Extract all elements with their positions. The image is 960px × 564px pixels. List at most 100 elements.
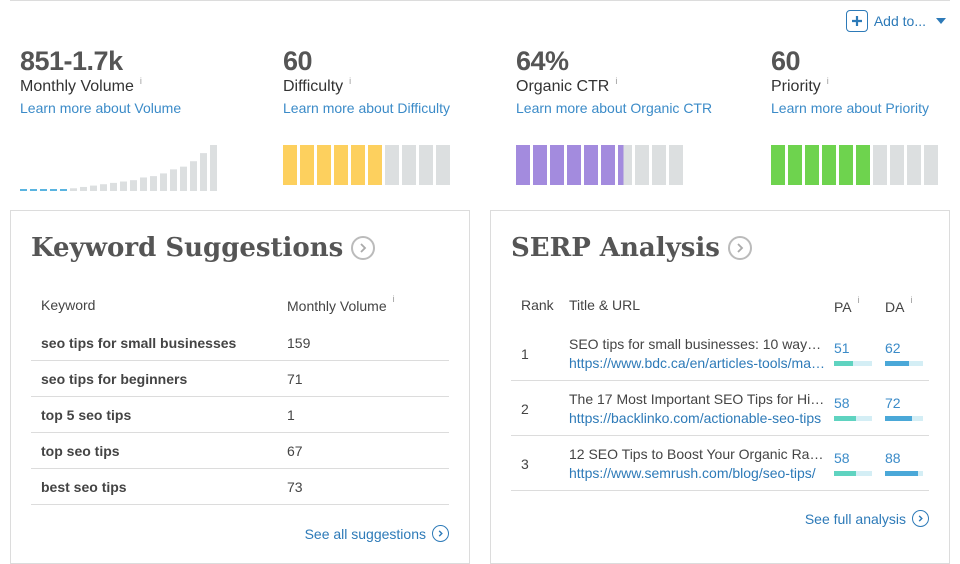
volume-cell: 159 <box>287 335 311 351</box>
score-segment <box>368 145 382 185</box>
score-segment <box>635 145 649 185</box>
volume-bar <box>80 186 87 191</box>
score-segment <box>771 145 785 185</box>
card-title-text: Keyword Suggestions <box>31 233 344 263</box>
result-url-link[interactable]: https://www.bdc.ca/en/articles-tools/mar… <box>569 355 825 371</box>
info-icon[interactable]: i <box>615 76 618 86</box>
table-row[interactable]: best seo tips 73 <box>31 469 449 505</box>
see-all-suggestions-link[interactable]: See all suggestions <box>305 525 449 542</box>
metric-difficulty: 60 Difficulty i Learn more about Difficul… <box>283 44 450 116</box>
see-full-analysis-link[interactable]: See full analysis <box>805 510 929 527</box>
table-row[interactable]: top 5 seo tips 1 <box>31 397 449 433</box>
volume-bar <box>30 189 37 191</box>
chevron-right-icon <box>432 525 449 542</box>
da-bar <box>885 416 923 421</box>
score-segment <box>283 145 297 185</box>
top-divider <box>10 0 950 1</box>
keyword-suggestions-title: Keyword Suggestions <box>31 233 376 263</box>
result-url-link[interactable]: https://backlinko.com/actionable-seo-tip… <box>569 410 822 426</box>
pa-value: 58 <box>834 450 850 466</box>
score-segment <box>669 145 683 185</box>
learn-more-ctr-link[interactable]: Learn more about Organic CTR <box>516 100 713 116</box>
volume-bar <box>210 145 217 191</box>
da-bar <box>885 361 923 366</box>
volume-bar <box>170 169 177 191</box>
metric-value: 64% <box>516 46 569 76</box>
score-segment <box>907 145 921 185</box>
table-row[interactable]: top seo tips 67 <box>31 433 449 469</box>
add-to-button[interactable]: Add to... <box>845 10 946 32</box>
info-icon[interactable]: i <box>826 76 829 86</box>
da-value: 72 <box>885 395 901 411</box>
see-full-label: See full analysis <box>804 510 906 527</box>
pa-bar-fill <box>834 471 857 476</box>
result-title: The 17 Most Important SEO Tips for Highe… <box>569 391 825 407</box>
score-segment <box>822 145 836 185</box>
volume-bar <box>190 161 197 191</box>
col-header-pa: PA i <box>834 295 860 315</box>
score-segment <box>567 145 581 185</box>
chevron-right-icon[interactable] <box>727 236 752 260</box>
info-icon[interactable]: i <box>349 76 352 86</box>
info-icon[interactable]: i <box>392 294 395 304</box>
score-segment <box>436 145 450 185</box>
keyword-cell[interactable]: top 5 seo tips <box>41 407 132 423</box>
volume-bar <box>100 184 107 191</box>
col-header-text: Monthly Volume <box>287 298 387 314</box>
keyword-cell[interactable]: seo tips for small businesses <box>41 335 237 351</box>
learn-more-priority-link[interactable]: Learn more about Priority <box>771 100 929 116</box>
table-row[interactable]: seo tips for beginners 71 <box>31 361 449 397</box>
pa-value: 58 <box>834 395 850 411</box>
volume-cell: 73 <box>287 479 303 495</box>
learn-more-difficulty-link[interactable]: Learn more about Difficulty <box>283 100 451 116</box>
chevron-right-icon[interactable] <box>351 236 376 260</box>
volume-bar <box>20 189 27 191</box>
table-row[interactable]: seo tips for small businesses 159 <box>31 325 449 361</box>
col-header-monthly-volume: Monthly Volume i <box>287 294 395 314</box>
result-url-link[interactable]: https://www.semrush.com/blog/seo-tips/ <box>569 465 816 481</box>
keyword-cell[interactable]: seo tips for beginners <box>41 371 188 387</box>
serp-analysis-title: SERP Analysis <box>511 233 752 263</box>
score-segment <box>788 145 802 185</box>
volume-bar <box>110 182 117 191</box>
learn-more-volume-link[interactable]: Learn more about Volume <box>20 100 182 116</box>
keyword-cell[interactable]: best seo tips <box>41 479 127 495</box>
score-segment <box>317 145 331 185</box>
serp-analysis-card: SERP Analysis Rank Title & URL PA i DA i 1… <box>490 210 950 564</box>
serp-row: 1 SEO tips for small businesses: 10 ways … <box>511 326 929 381</box>
metric-value: 60 <box>771 46 801 76</box>
keyword-cell[interactable]: top seo tips <box>41 443 120 459</box>
score-segment <box>351 145 365 185</box>
priority-bar <box>771 145 938 185</box>
da-bar <box>885 471 923 476</box>
metric-label: Priority <box>771 78 821 95</box>
volume-bar <box>60 189 67 191</box>
volume-bar <box>90 185 97 191</box>
volume-bar <box>50 189 57 191</box>
info-icon[interactable]: i <box>139 76 142 86</box>
pa-bar-fill <box>834 416 857 421</box>
rank-cell: 2 <box>521 401 529 417</box>
score-segment <box>300 145 314 185</box>
col-header-text: DA <box>885 299 905 315</box>
info-icon[interactable]: i <box>910 295 913 305</box>
metric-label: Organic CTR <box>516 78 610 95</box>
metric-monthly-volume: 851-1.7k Monthly Volume i Learn more abou… <box>20 44 181 116</box>
da-bar-fill <box>885 361 909 366</box>
score-segment <box>533 145 547 185</box>
col-header-da: DA i <box>885 295 912 315</box>
score-segment <box>890 145 904 185</box>
score-segment <box>873 145 887 185</box>
volume-cell: 71 <box>287 371 303 387</box>
metric-organic-ctr: 64% Organic CTR i Learn more about Organi… <box>516 44 712 116</box>
plus-icon <box>845 10 868 32</box>
metric-value: 60 <box>283 46 313 76</box>
pa-bar <box>834 416 872 421</box>
volume-bar <box>130 180 137 191</box>
da-bar-fill <box>885 416 913 421</box>
info-icon[interactable]: i <box>857 295 860 305</box>
rank-cell: 1 <box>521 346 529 362</box>
metric-value: 851-1.7k <box>20 46 123 76</box>
score-segment <box>805 145 819 185</box>
rank-cell: 3 <box>521 456 529 472</box>
